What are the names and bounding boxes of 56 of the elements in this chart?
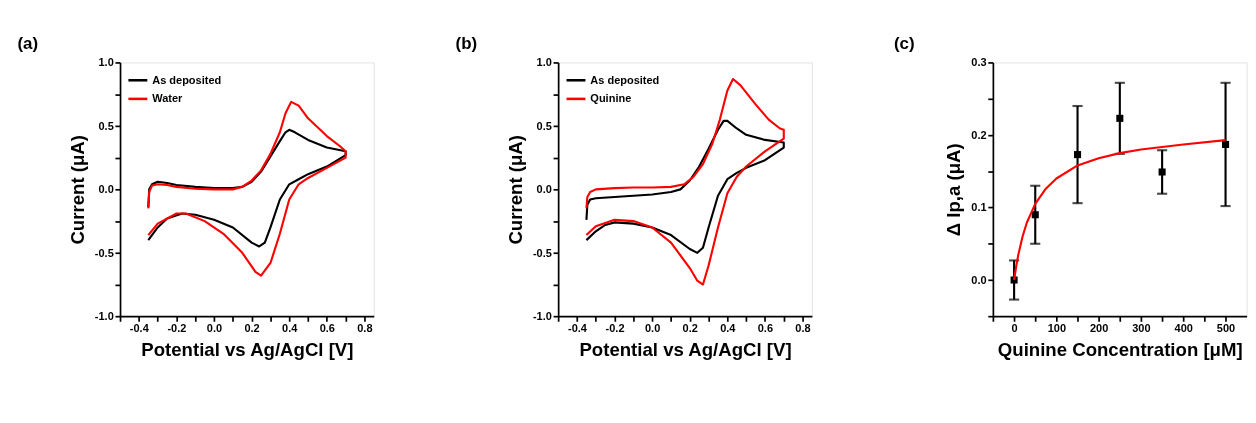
x-tick-label: 0.0 [206, 321, 223, 334]
point [1222, 140, 1230, 148]
y-tick-label: 1.0 [536, 56, 552, 69]
legend-label: As deposited [590, 73, 660, 86]
y-tick-label: 1.0 [98, 56, 114, 69]
y-tick-label: 0.0 [971, 273, 987, 286]
point [1158, 168, 1166, 176]
y-axis-title: Current (μA) [504, 135, 526, 245]
point [1031, 211, 1039, 219]
x-tick-label: 0.2 [244, 321, 260, 334]
y-tick-label: 0.2 [971, 128, 987, 141]
line-series [147, 100, 347, 277]
x-tick-label: 0.6 [757, 321, 774, 334]
y-tick-label: -1.0 [94, 310, 114, 323]
point [1074, 151, 1082, 159]
y-tick-label: 0.1 [971, 201, 987, 214]
x-tick-label: 300 [1132, 321, 1151, 334]
x-tick-label: 500 [1216, 321, 1236, 334]
x-tick-label: 0.8 [357, 321, 373, 334]
chart-title: (c) [893, 33, 915, 53]
x-tick-label: 0.2 [682, 321, 698, 334]
y-tick-label: -1.0 [532, 310, 552, 323]
x-tick-label: -0.4 [567, 321, 588, 334]
legend-label: As deposited [152, 73, 222, 86]
y-tick-label: -0.5 [532, 246, 552, 259]
y-tick-label: 0.3 [971, 56, 987, 69]
legend-label: Water [152, 92, 184, 105]
x-tick-label: 0 [1011, 321, 1018, 334]
x-tick-label: -0.2 [605, 321, 625, 334]
line-series [585, 77, 785, 286]
x-tick-label: 0.6 [319, 321, 335, 334]
x-axis-title: Potential vs Ag/AgCl [V] [579, 338, 792, 360]
x-tick-label: -0.4 [129, 321, 150, 334]
y-tick-label: 0.5 [98, 119, 114, 132]
x-tick-label: 0.4 [282, 321, 299, 334]
x-axis-title: Quinine Concentration [μM] [997, 338, 1243, 360]
x-axis-title: Potential vs Ag/AgCl [V] [141, 338, 354, 360]
x-tick-label: 100 [1047, 321, 1066, 334]
y-axis-title: Δ Ip,a (μA) [943, 143, 965, 237]
point [1116, 114, 1124, 122]
line-series [147, 128, 347, 248]
chart-title: (b) [455, 33, 478, 53]
y-tick-label: -0.5 [94, 246, 114, 259]
y-axis-title: Current (μA) [66, 135, 88, 245]
y-tick-label: 0.0 [536, 183, 552, 196]
line-series [585, 119, 785, 254]
x-tick-label: -0.2 [167, 321, 187, 334]
x-tick-label: 0.8 [795, 321, 811, 334]
x-tick-label: 0.0 [644, 321, 661, 334]
y-tick-label: 0.5 [536, 119, 552, 132]
x-tick-label: 0.4 [720, 321, 737, 334]
chart-title: (a) [17, 33, 39, 53]
legend-label: Quinine [590, 92, 632, 105]
x-tick-label: 200 [1089, 321, 1109, 334]
x-tick-label: 400 [1174, 321, 1193, 334]
y-tick-label: 0.0 [98, 183, 114, 196]
